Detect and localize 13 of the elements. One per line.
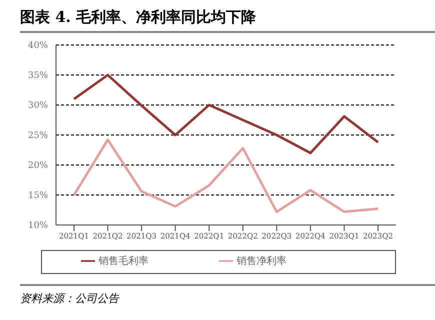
chart-title: 图表 4. 毛利率、净利率同比均下降: [20, 8, 256, 27]
y-tick-label: 10%: [28, 221, 48, 232]
legend-label: 销售毛利率: [98, 256, 148, 267]
y-tick-label: 35%: [28, 71, 48, 82]
y-tick-label: 40%: [28, 41, 48, 52]
legend-label: 销售净利率: [236, 256, 286, 267]
text: 资料来源：公司公告: [20, 291, 119, 306]
y-tick-label: 20%: [28, 161, 48, 172]
y-tick-label: 25%: [28, 131, 48, 142]
line-series: [72, 138, 380, 214]
y-tick-label: 15%: [28, 191, 48, 202]
line-series: [72, 74, 380, 154]
y-tick-label: 30%: [28, 101, 48, 112]
